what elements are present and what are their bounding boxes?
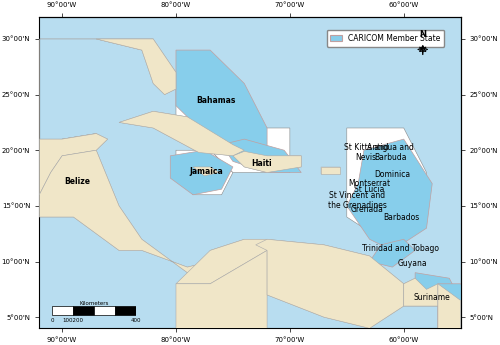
- Polygon shape: [347, 139, 432, 250]
- Polygon shape: [256, 239, 404, 328]
- Polygon shape: [460, 300, 495, 328]
- Text: Haiti: Haiti: [251, 159, 272, 168]
- Legend: CARICOM Member State: CARICOM Member State: [326, 30, 444, 47]
- Text: N: N: [420, 30, 426, 39]
- Polygon shape: [320, 167, 340, 174]
- Polygon shape: [438, 284, 472, 328]
- Polygon shape: [40, 134, 108, 195]
- Text: St Kitts and
Nevis: St Kitts and Nevis: [344, 143, 389, 162]
- Text: Antigua and
Barbuda: Antigua and Barbuda: [366, 143, 414, 162]
- Polygon shape: [210, 250, 267, 328]
- Polygon shape: [233, 151, 301, 172]
- Polygon shape: [176, 72, 244, 150]
- Polygon shape: [0, 39, 40, 139]
- Polygon shape: [370, 239, 415, 267]
- Polygon shape: [415, 273, 461, 306]
- Polygon shape: [193, 167, 220, 176]
- Polygon shape: [404, 278, 438, 306]
- Polygon shape: [347, 128, 426, 239]
- Polygon shape: [74, 189, 90, 200]
- Polygon shape: [460, 300, 495, 328]
- Polygon shape: [40, 39, 153, 50]
- Polygon shape: [176, 239, 267, 284]
- Polygon shape: [256, 239, 404, 328]
- Polygon shape: [40, 150, 233, 284]
- Polygon shape: [222, 139, 301, 172]
- Text: Guyana: Guyana: [398, 259, 428, 268]
- Polygon shape: [320, 167, 340, 174]
- Polygon shape: [438, 284, 460, 328]
- Polygon shape: [119, 111, 244, 156]
- Text: St Lucia: St Lucia: [354, 185, 385, 194]
- Polygon shape: [62, 134, 96, 184]
- Text: Jamaica: Jamaica: [190, 167, 224, 176]
- Polygon shape: [96, 39, 176, 95]
- Polygon shape: [170, 150, 233, 195]
- Polygon shape: [193, 167, 220, 176]
- Polygon shape: [176, 50, 267, 150]
- Text: Dominica: Dominica: [374, 170, 410, 179]
- Polygon shape: [438, 284, 460, 328]
- Text: Trinidad and Tobago: Trinidad and Tobago: [362, 244, 439, 253]
- Polygon shape: [233, 151, 301, 172]
- Polygon shape: [119, 111, 244, 156]
- Polygon shape: [0, 39, 40, 139]
- Polygon shape: [176, 150, 233, 195]
- Polygon shape: [404, 278, 438, 306]
- Text: St Vincent and
the Grenadines: St Vincent and the Grenadines: [328, 191, 386, 210]
- Text: Suriname: Suriname: [414, 293, 451, 302]
- Polygon shape: [404, 328, 495, 345]
- Polygon shape: [40, 134, 108, 195]
- Polygon shape: [96, 39, 176, 95]
- Polygon shape: [40, 150, 233, 284]
- Polygon shape: [404, 284, 438, 306]
- Text: Barbados: Barbados: [384, 213, 420, 221]
- Text: Grenada: Grenada: [351, 205, 384, 214]
- Polygon shape: [210, 239, 267, 284]
- Polygon shape: [176, 250, 267, 328]
- Text: Montserrat: Montserrat: [348, 179, 391, 188]
- Polygon shape: [404, 328, 495, 345]
- Text: Bahamas: Bahamas: [196, 96, 235, 105]
- Polygon shape: [62, 167, 96, 200]
- Polygon shape: [210, 128, 290, 172]
- Text: Belize: Belize: [64, 177, 90, 186]
